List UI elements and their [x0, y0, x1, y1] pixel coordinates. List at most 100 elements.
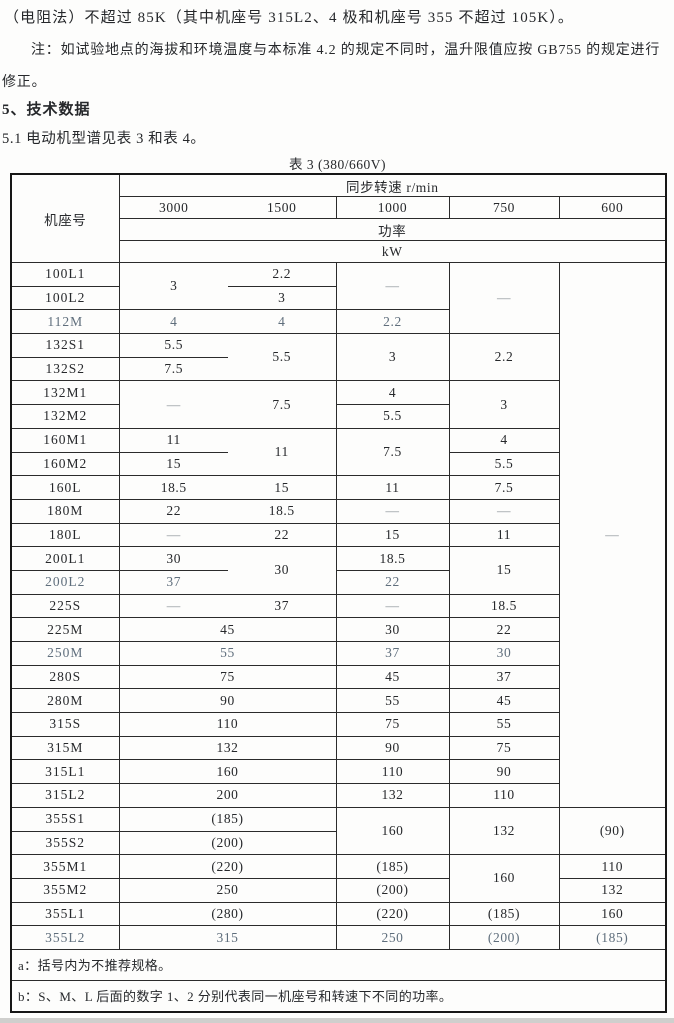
power-value-cell: 3 [118, 261, 228, 311]
frame-size-cell: 355L2 [10, 925, 120, 950]
frame-size-cell: 355M2 [10, 877, 120, 903]
table-row: 225S —37—18.5 [10, 593, 666, 619]
power-value-cell: 160 [558, 901, 667, 927]
frame-size-cell: 132S2 [10, 356, 120, 382]
power-value-cell: 18.5 [228, 498, 337, 524]
power-value-cell: — [335, 261, 450, 311]
power-value-cell: 37 [448, 664, 560, 690]
power-value-cell: 15 [335, 522, 450, 548]
table-row: 132S2 7.5 [10, 356, 666, 382]
power-value-cell: — [335, 593, 450, 619]
power-value-cell: 7.5 [448, 475, 560, 500]
frame-size-cell: 112M [10, 309, 120, 335]
table-head: 机座号 同步转速 r/min 3000 1500 1000 750 600 功率 kW [10, 173, 667, 263]
frame-size-cell: 315M [10, 735, 120, 761]
table-row: 355S1 (185) 160 132 (90) [10, 806, 667, 856]
power-value-cell: 22 [448, 617, 560, 642]
header-sync-speed: 同步转速 r/min [118, 173, 667, 197]
power-value-cell: 132 [335, 783, 450, 808]
frame-size-cell: 280M [10, 688, 120, 714]
power-value-cell: 160 [335, 806, 450, 856]
header-power: 功率 [118, 218, 667, 241]
frame-size-cell: 100L2 [10, 285, 120, 311]
power-value-cell: 4 [335, 380, 450, 406]
power-value-cell: 75 [448, 735, 560, 761]
power-value-cell: 22 [228, 522, 337, 548]
section-body: 5.1 电动机型谱见表 3 和表 4。 [2, 131, 206, 147]
table-row: 100L2 3 [10, 285, 666, 311]
frame-size-cell: 160L [10, 475, 120, 500]
frame-size-cell: 200L1 [10, 546, 120, 571]
table-row: 280S 75 45 37 [10, 664, 666, 690]
power-value-cell: 3 [335, 333, 450, 382]
frame-size-cell: 100L1 [10, 262, 120, 287]
table-body: 100L1 3 2.2— — —100L2 3 112M 4 4 2.2 132S1 5.5 5.5 3 2… [10, 261, 667, 1013]
power-value-cell: 5.5 [448, 451, 560, 477]
power-value-cell: — [118, 380, 228, 429]
power-value-cell: 2.2 [448, 333, 560, 382]
power-value-cell: 250 [335, 925, 450, 950]
table-row: 280M 90 55 45 [10, 688, 666, 714]
power-value-cell: — [558, 262, 667, 808]
table-row: 200L2 37 22 [10, 569, 666, 595]
power-value-cell: 37 [118, 569, 228, 595]
power-value-cell: 2.2 [228, 262, 337, 287]
power-value-cell: 75 [118, 664, 337, 690]
frame-size-cell: 132M2 [10, 404, 120, 429]
power-value-cell: 30 [335, 617, 450, 642]
power-value-cell: 7.5 [335, 427, 450, 477]
spec-table: 机座号 同步转速 r/min 3000 1500 1000 750 600 功率 kW 100L… [10, 173, 668, 1013]
power-value-cell: (220) [118, 854, 337, 879]
power-value-cell: 110 [448, 783, 560, 808]
table-row: 180L —22 15 11 [10, 522, 666, 548]
header-unit-kw: kW [118, 240, 667, 263]
table-row: 225M 45 30 22 [10, 617, 666, 642]
frame-size-cell: 225S [10, 593, 120, 619]
paragraph-continued: （电阻法）不超过 85K（其中机座号 315L2、4 极和机座号 355 不超过… [4, 10, 575, 26]
power-value-cell: 11 [118, 427, 228, 453]
power-value-cell: 5.5 [118, 333, 228, 358]
header-frame-size: 机座号 [10, 173, 120, 263]
frame-size-cell: 200L2 [10, 569, 120, 595]
header-speed-600: 600 [558, 196, 667, 219]
power-value-cell: 315 [118, 925, 337, 950]
header-speed-3000: 3000 [118, 196, 228, 219]
power-value-cell: 15 [448, 546, 560, 595]
power-value-cell: 45 [335, 664, 450, 690]
table-row: 355M2 250 (200) 132 [10, 877, 667, 903]
power-value-cell: (185) [335, 854, 450, 879]
power-value-cell: 132 [118, 735, 337, 761]
power-value-cell: 18.5 [335, 546, 450, 571]
power-value-cell: 22 [335, 569, 450, 595]
power-value-cell: 45 [118, 617, 337, 642]
power-value-cell: 11 [335, 475, 450, 500]
power-value-cell: 30 [448, 641, 560, 666]
power-value-cell: 55 [335, 688, 450, 714]
frame-size-cell: 160M1 [10, 427, 120, 453]
power-value-cell: 7.5 [118, 356, 228, 382]
table-row: 132M2 5.5 [10, 404, 666, 429]
footnote-row: a：括号内为不推荐规格。 [10, 948, 667, 981]
frame-size-cell: 160M2 [10, 451, 120, 477]
frame-size-cell: 315L1 [10, 759, 120, 785]
power-value-cell: 3 [448, 380, 560, 429]
power-value-cell: 4 [448, 427, 560, 453]
power-value-cell: (185) [448, 901, 560, 927]
power-value-cell: — [448, 261, 560, 335]
power-value-cell: 132 [558, 877, 667, 903]
table-row: 315L1 160 110 90 [10, 759, 666, 785]
power-value-cell: (200) [335, 877, 450, 903]
power-value-cell: 37 [228, 593, 337, 619]
frame-size-cell: 355M1 [10, 854, 120, 879]
table-row: 132S1 5.5 5.5 3 2.2 [10, 333, 666, 382]
frame-size-cell: 355S2 [10, 830, 120, 856]
power-value-cell: 160 [448, 854, 560, 903]
frame-size-cell: 315L2 [10, 783, 120, 808]
power-value-cell: (200) [118, 830, 337, 856]
footnote-a: a：括号内为不推荐规格。 [10, 948, 667, 981]
power-value-cell: 11 [448, 522, 560, 548]
power-value-cell: 5.5 [335, 404, 450, 429]
footnote-row: b：S、M、L 后面的数字 1、2 分别代表同一机座号和转速下不同的功率。 [10, 979, 667, 1013]
power-value-cell: 55 [448, 712, 560, 737]
section-heading: 5、技术数据 [2, 102, 91, 118]
